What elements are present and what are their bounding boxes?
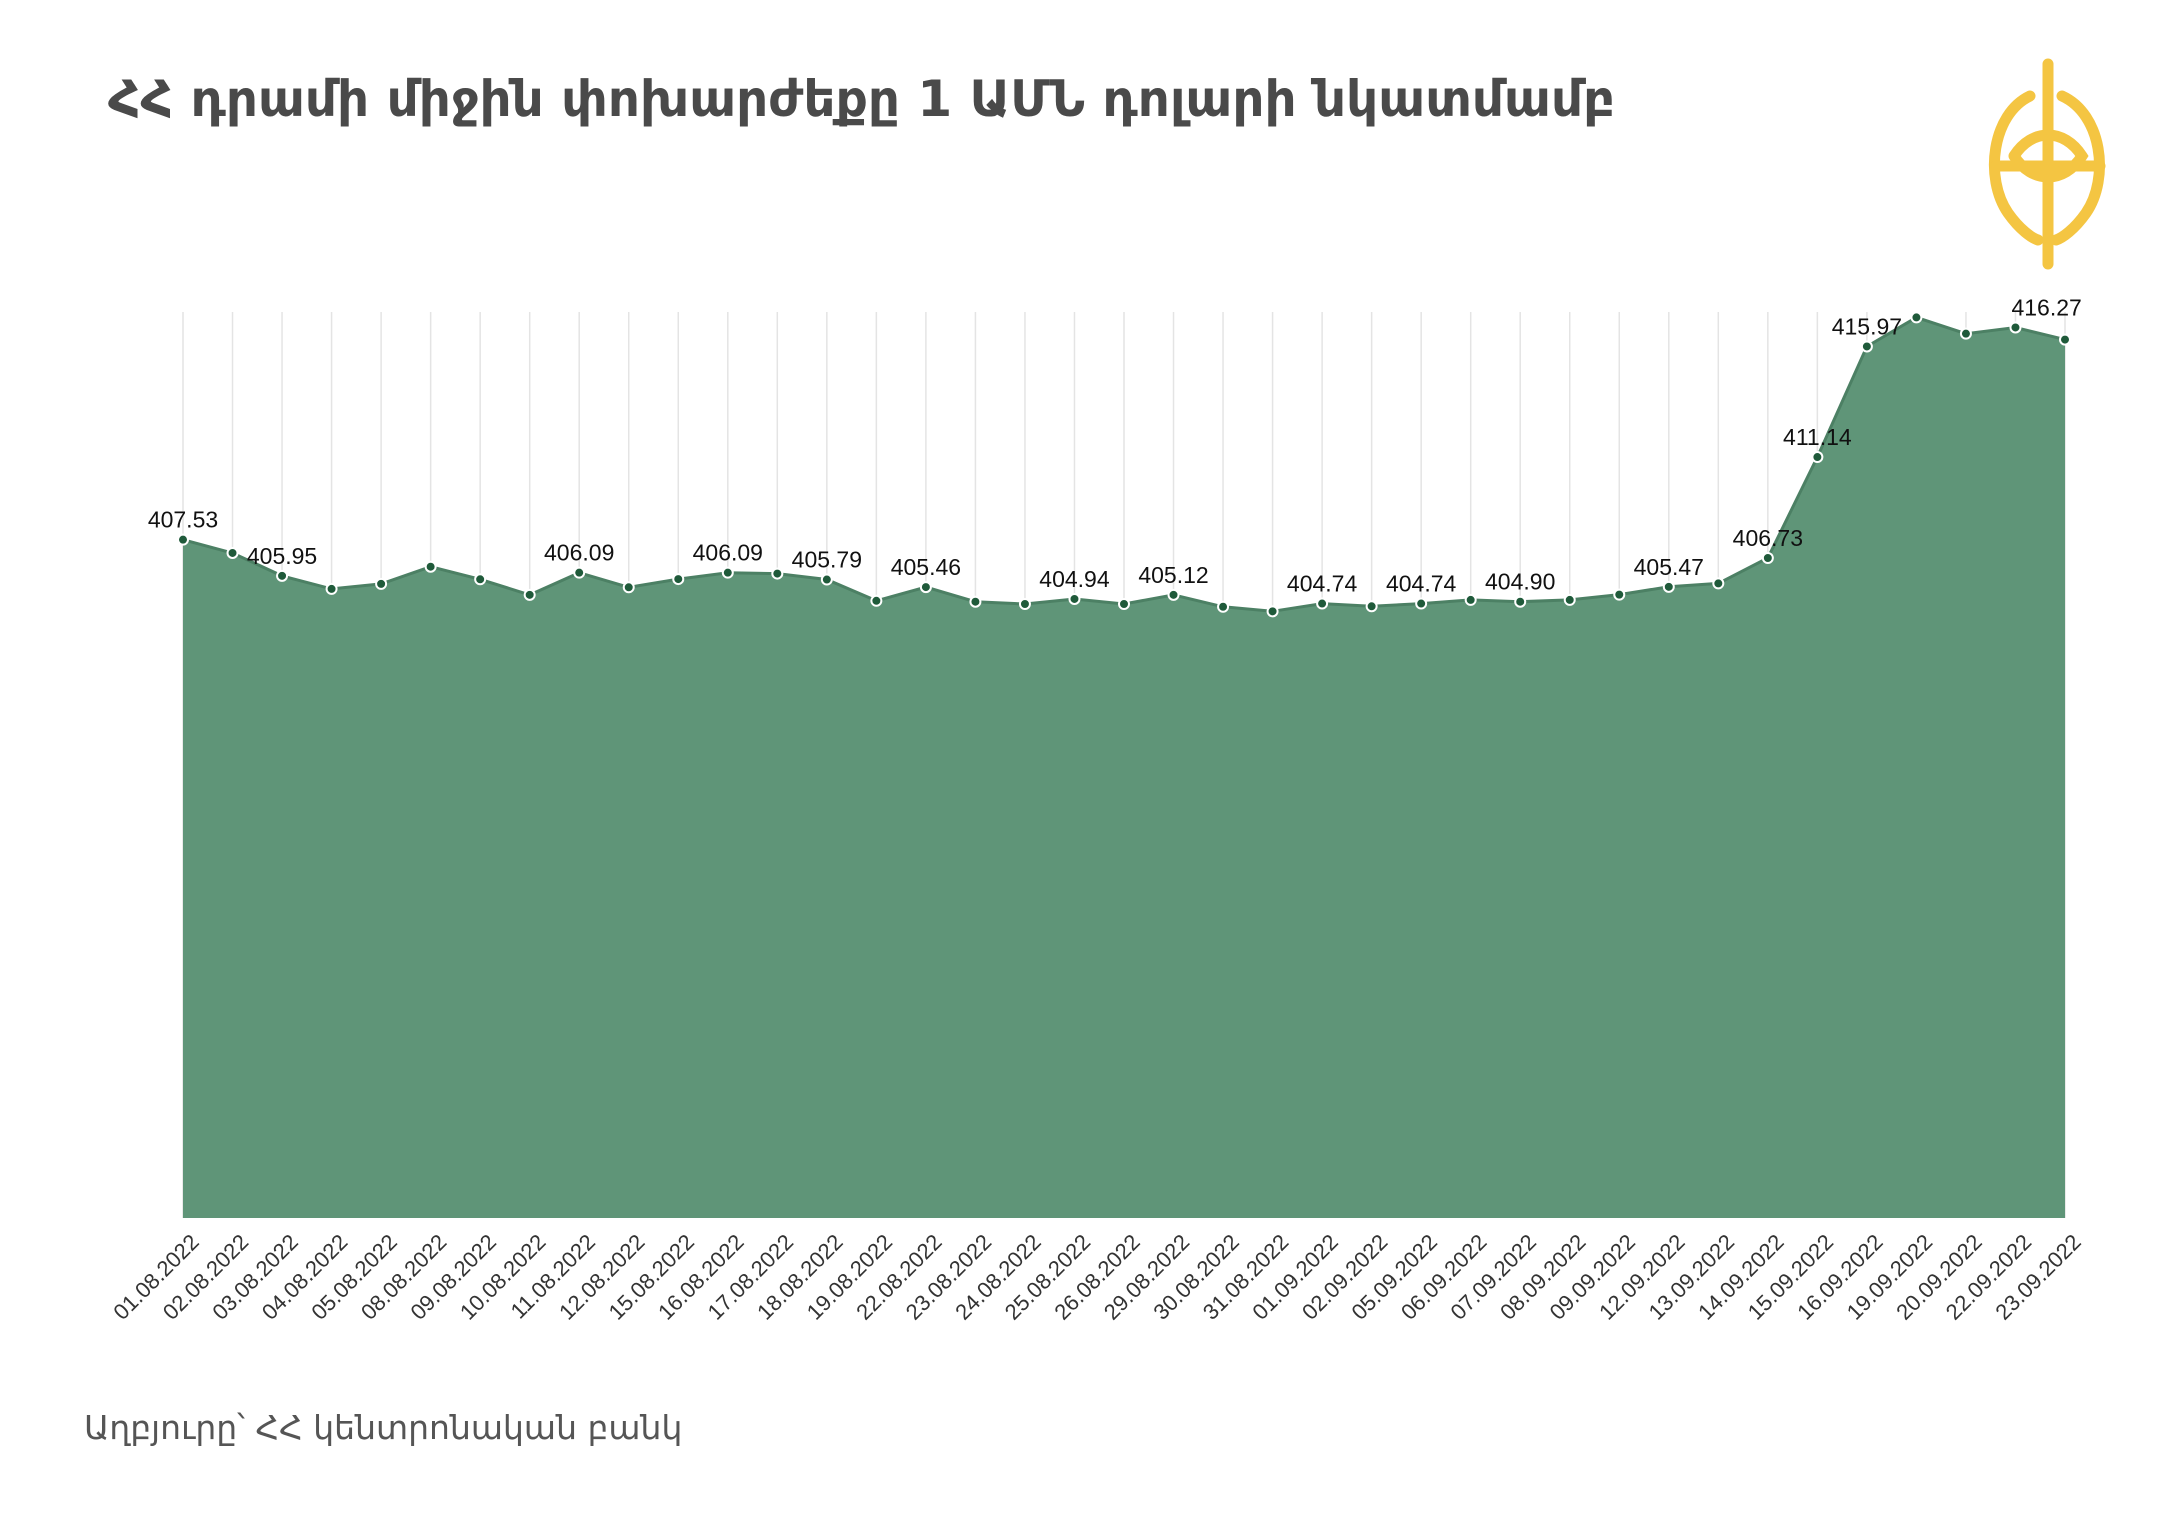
data-point (1959, 327, 1972, 340)
area-series (183, 317, 2065, 1218)
data-markers (177, 311, 2071, 618)
data-point (1712, 577, 1725, 590)
data-point (771, 567, 784, 580)
data-point (325, 582, 338, 595)
data-point (870, 594, 883, 607)
data-point (1167, 588, 1180, 601)
source-note: Աղբյուրը՝ ՀՀ կենտրոնական բանկ (84, 1408, 683, 1447)
data-point (820, 573, 833, 586)
data-label: 407.53 (148, 507, 218, 533)
gold-circular-emblem-icon (1988, 58, 2106, 270)
data-point (1415, 597, 1428, 610)
data-point (375, 577, 388, 590)
data-point (1018, 598, 1031, 611)
data-label: 404.94 (1039, 566, 1110, 592)
data-label: 415.97 (1832, 313, 1902, 339)
data-point (2009, 321, 2022, 334)
data-point (523, 588, 536, 601)
data-label: 406.09 (693, 540, 763, 566)
data-point (474, 573, 487, 586)
data-point (276, 569, 289, 582)
data-point (177, 533, 189, 546)
data-point (1266, 605, 1279, 618)
data-label: 405.47 (1634, 554, 1704, 580)
data-label: 404.90 (1485, 569, 1555, 595)
x-axis-tick-labels: 01.08.202202.08.202203.08.202204.08.2022… (108, 1229, 2086, 1325)
data-point (1365, 600, 1378, 613)
chart-title: ՀՀ դրամի միջին փոխարժեքը 1 ԱՄՆ դոլարի նկ… (108, 70, 1616, 128)
data-label: 404.74 (1386, 571, 1457, 597)
data-point (1068, 592, 1081, 605)
data-label: 405.95 (247, 543, 317, 569)
data-point (1811, 451, 1824, 464)
data-point (1316, 597, 1329, 610)
data-point (1217, 600, 1230, 613)
data-label: 416.27 (2011, 294, 2081, 320)
data-labels: 407.53 405.95 406.09 406.09 405.79 405.46 404.… (148, 294, 2082, 596)
data-point (721, 566, 734, 579)
data-label: 406.73 (1733, 525, 1803, 551)
data-label: 405.46 (891, 554, 961, 580)
data-label: 406.09 (544, 540, 614, 566)
data-label: 405.79 (792, 547, 862, 573)
data-point (573, 566, 586, 579)
data-point (1662, 580, 1675, 593)
data-point (1514, 595, 1527, 608)
data-point (1613, 588, 1626, 601)
data-point (226, 546, 239, 559)
data-point (2059, 333, 2071, 346)
data-point (672, 573, 685, 586)
data-point (622, 581, 635, 594)
data-point (1860, 340, 1873, 353)
data-point (1118, 598, 1130, 611)
data-label: 404.74 (1287, 571, 1358, 597)
data-point (969, 595, 982, 608)
data-point (1563, 593, 1576, 606)
data-label: 411.14 (1783, 424, 1852, 450)
data-point (1464, 593, 1477, 606)
data-point (424, 560, 437, 573)
data-label: 405.12 (1138, 562, 1208, 588)
data-point (1910, 311, 1923, 324)
data-point (919, 581, 932, 594)
data-point (1761, 552, 1774, 565)
